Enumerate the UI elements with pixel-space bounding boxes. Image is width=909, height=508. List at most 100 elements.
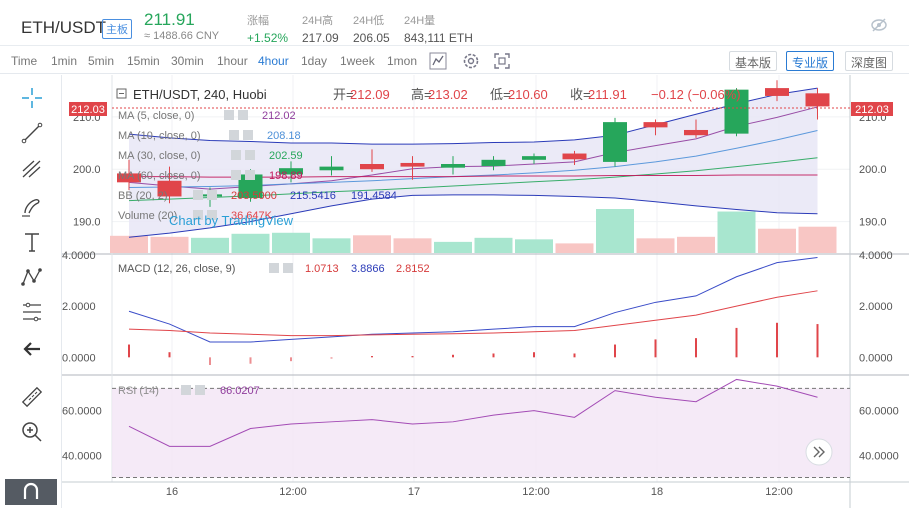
macd-histogram-bar — [209, 357, 211, 365]
macd-histogram-bar — [411, 356, 414, 358]
tf-time[interactable]: Time — [11, 54, 38, 68]
macd-hist-value: 1.0713 — [305, 263, 339, 275]
candle-body — [279, 168, 303, 175]
close-icon — [207, 210, 217, 220]
fullscreen-icon[interactable] — [492, 51, 512, 71]
rsi-pane — [112, 378, 850, 479]
candle-body — [238, 174, 263, 199]
macd-pane — [128, 257, 819, 365]
tf-1min[interactable]: 1min — [51, 54, 78, 68]
magnet-icon[interactable] — [5, 479, 57, 505]
stat-value: 206.05 — [353, 31, 390, 45]
brush-icon[interactable] — [20, 194, 44, 218]
double-chevron-right-icon — [813, 446, 825, 458]
candle-body — [522, 156, 546, 160]
last-price-tag-left — [69, 102, 107, 116]
candle-body — [319, 166, 344, 171]
ohlc-open-label: 开= — [333, 87, 354, 102]
macd-histogram-bar — [695, 338, 697, 358]
close-icon — [238, 110, 248, 120]
eye-off-icon[interactable] — [870, 16, 888, 34]
zoom-in-icon[interactable] — [20, 420, 44, 444]
indicator-label: MA (30, close, 0) — [118, 150, 201, 162]
close-icon — [245, 150, 255, 160]
indicator-value: 36.647K — [231, 210, 273, 222]
macd-histogram-bar — [492, 353, 495, 358]
pair-title[interactable]: ETH/USDT — [21, 18, 106, 37]
text-tool-icon[interactable] — [20, 230, 44, 254]
candle-body — [765, 88, 789, 96]
macd-tick-right: 4.0000 — [859, 250, 893, 262]
indicator-legend: ETH/USDT, 240, Huobi 开= 212.09 高= 213.02… — [116, 87, 741, 397]
settings-gear-icon — [193, 190, 203, 200]
pattern-icon[interactable] — [20, 265, 44, 289]
view-depth-button[interactable]: 深度图 — [845, 51, 894, 71]
indicator-value: 208.18 — [267, 130, 301, 142]
trend-line-icon[interactable] — [20, 121, 44, 145]
tradingview-watermark[interactable]: Chart by TradingView — [169, 213, 294, 228]
indicator-value: 198.89 — [269, 170, 303, 182]
stat-label: 24H高 — [302, 15, 334, 27]
tf-4hour[interactable]: 4hour — [258, 54, 289, 68]
macd-tick-left: 4.0000 — [62, 250, 96, 262]
candle-body — [400, 162, 425, 167]
ohlc-close: 211.91 — [588, 87, 627, 102]
collapse-icon[interactable] — [116, 88, 127, 99]
volume-bar — [636, 238, 675, 253]
volume-bar — [110, 235, 148, 253]
price-tick-right: 190.0 — [859, 217, 887, 229]
rsi-line — [128, 378, 818, 447]
time-tick: 12:00 — [522, 486, 550, 498]
macd-histogram-bar — [168, 352, 171, 358]
volume-bar — [474, 237, 513, 253]
rsi-tick-left: 60.0000 — [62, 406, 102, 418]
macd-histogram-bar — [654, 339, 657, 358]
indicator-label: Volume (20) — [118, 210, 177, 222]
fib-retracement-icon[interactable] — [20, 300, 44, 324]
macd-histogram-bar — [249, 357, 252, 364]
macd-label: MACD (12, 26, close, 9) — [118, 263, 235, 275]
view-basic-button[interactable]: 基本版 — [729, 51, 778, 71]
time-tick: 12:00 — [765, 486, 793, 498]
last-price-tag-right — [851, 102, 893, 116]
tf-30min[interactable]: 30min — [171, 54, 204, 68]
indicator-label: MA (60, close, 0) — [118, 170, 201, 182]
settings-gear-icon — [224, 110, 234, 120]
back-arrow-icon[interactable] — [20, 337, 44, 361]
tf-15min[interactable]: 15min — [127, 54, 160, 68]
settings-gear-icon[interactable] — [461, 51, 481, 71]
close-icon — [245, 170, 255, 180]
tf-1mon[interactable]: 1mon — [387, 54, 418, 68]
crosshair-icon[interactable] — [20, 86, 44, 110]
price-tick-left: 190.0 — [73, 217, 101, 229]
volume-bar — [677, 236, 715, 253]
ohlc-close-label: 收= — [570, 87, 591, 102]
scroll-right-button[interactable] — [805, 438, 833, 466]
view-pro-button[interactable]: 专业版 — [786, 51, 835, 71]
ohlc-high: 213.02 — [428, 87, 468, 102]
tf-1week[interactable]: 1week — [340, 54, 375, 68]
macd-histogram-bar — [573, 353, 576, 358]
tf-5min[interactable]: 5min — [88, 54, 115, 68]
macd-histogram-bar — [290, 357, 292, 362]
candle-body — [603, 122, 627, 162]
pitchfork-icon[interactable] — [20, 157, 44, 181]
stat-label: 24H量 — [404, 15, 436, 27]
macd-histogram-bar — [330, 357, 333, 359]
tf-1day[interactable]: 1day — [301, 54, 328, 68]
candle-body — [360, 164, 384, 170]
time-tick: 18 — [651, 486, 663, 498]
macd-histogram-bar — [371, 356, 373, 358]
ruler-icon[interactable] — [20, 385, 44, 409]
stat-low: 24H低 206.05 — [353, 12, 390, 45]
candle-body — [643, 122, 668, 128]
macd-histogram-bar — [452, 354, 454, 358]
chart-type-icon[interactable] — [428, 51, 448, 71]
indicator-value: 203.5000 — [231, 190, 277, 202]
rsi-value: 66.0207 — [220, 385, 260, 397]
macd-line — [128, 257, 818, 343]
time-tick: 16 — [166, 486, 178, 498]
tf-1hour[interactable]: 1hour — [217, 54, 248, 68]
candle-body — [117, 173, 141, 183]
